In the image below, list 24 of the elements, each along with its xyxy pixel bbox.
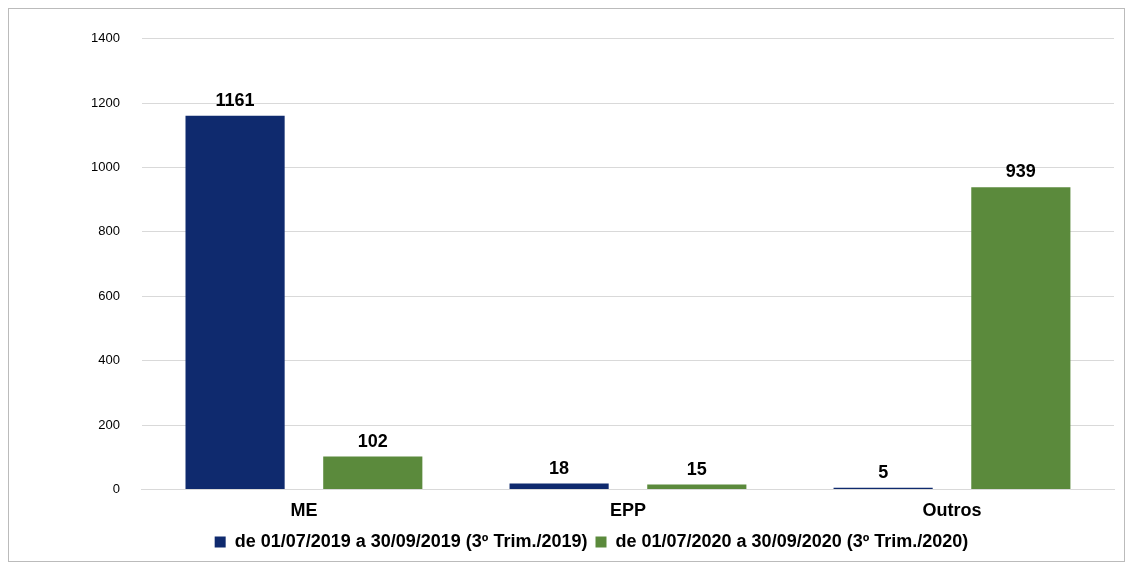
- bar: [971, 187, 1071, 489]
- x-tick-label: EPP: [609, 500, 646, 521]
- data-label: 1161: [215, 89, 255, 110]
- data-label: 102: [357, 430, 388, 451]
- data-label: 18: [549, 457, 570, 478]
- y-tick-label: 600: [98, 287, 120, 303]
- x-tick-label: Outros: [922, 500, 982, 521]
- bar: [323, 456, 423, 489]
- x-tick-label: ME: [290, 500, 318, 521]
- bar: [509, 483, 609, 489]
- y-tick-label: 200: [98, 416, 120, 432]
- y-tick-label: 400: [98, 352, 120, 368]
- y-tick-label: 1200: [91, 94, 120, 110]
- y-tick-label: 800: [98, 223, 120, 239]
- y-tick-label: 1400: [91, 30, 120, 46]
- bar: [185, 115, 285, 489]
- y-tick-label: 0: [112, 480, 120, 496]
- data-label: 15: [686, 458, 707, 479]
- y-tick-label: 1000: [91, 159, 120, 175]
- legend-label: de 01/07/2019 a 30/09/2019 (3º Trim./2019): [234, 530, 588, 551]
- bar: [647, 484, 747, 489]
- data-label: 939: [1005, 161, 1036, 182]
- legend-label: de 01/07/2020 a 30/09/2020 (3º Trim./2020): [615, 530, 969, 551]
- data-label: 5: [878, 461, 889, 482]
